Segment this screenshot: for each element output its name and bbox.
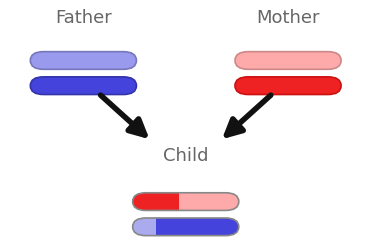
Text: Child: Child (163, 147, 208, 165)
Text: Father: Father (55, 9, 112, 27)
FancyBboxPatch shape (235, 52, 341, 69)
Bar (133, 218, 156, 236)
FancyBboxPatch shape (30, 77, 136, 94)
FancyBboxPatch shape (133, 193, 239, 210)
Bar (133, 193, 179, 210)
FancyBboxPatch shape (133, 218, 239, 236)
FancyBboxPatch shape (235, 77, 341, 94)
Text: Mother: Mother (256, 9, 320, 27)
FancyBboxPatch shape (30, 52, 136, 69)
